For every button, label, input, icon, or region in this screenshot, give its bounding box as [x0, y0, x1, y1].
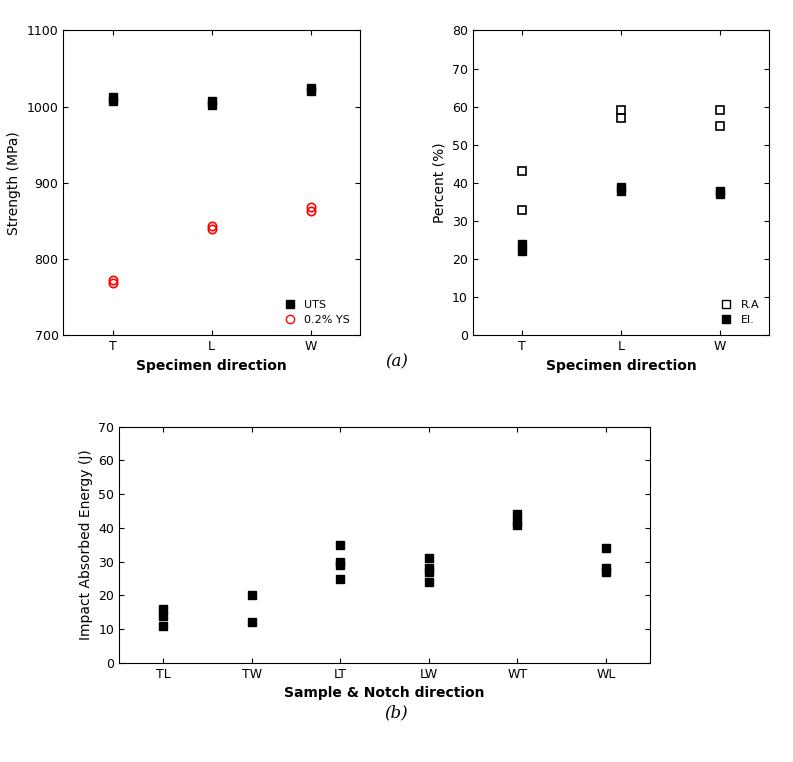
X-axis label: Specimen direction: Specimen direction [546, 359, 696, 373]
X-axis label: Specimen direction: Specimen direction [136, 359, 287, 373]
Legend: R.A, El.: R.A, El. [711, 296, 764, 330]
Legend: UTS, 0.2% YS: UTS, 0.2% YS [274, 296, 354, 330]
X-axis label: Sample & Notch direction: Sample & Notch direction [285, 687, 485, 700]
Text: (b): (b) [385, 704, 408, 721]
Text: (a): (a) [385, 354, 408, 370]
Y-axis label: Strength (MPa): Strength (MPa) [7, 131, 21, 235]
Y-axis label: Impact Absorbed Energy (J): Impact Absorbed Energy (J) [79, 450, 93, 640]
Y-axis label: Percent (%): Percent (%) [432, 142, 446, 223]
